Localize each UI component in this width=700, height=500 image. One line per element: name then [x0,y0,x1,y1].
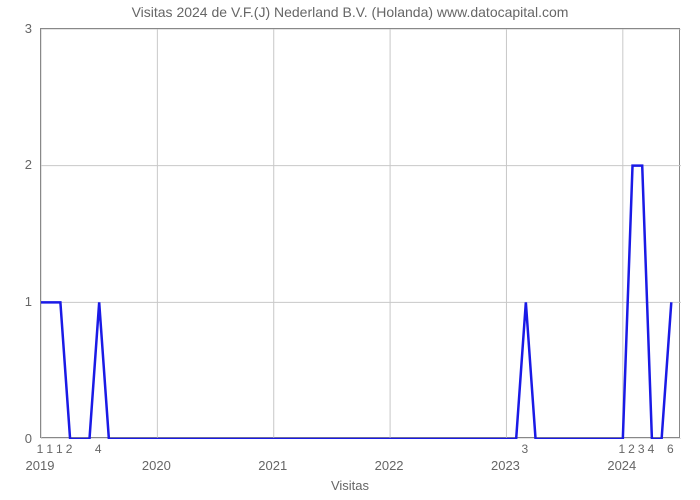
x-tick-label: 2021 [258,458,287,473]
x-tick-label: 2019 [26,458,55,473]
x-tick-label: 2024 [607,458,636,473]
x-value-label: 1 [37,442,44,456]
line-series [41,29,681,439]
chart-title: Visitas 2024 de V.F.(J) Nederland B.V. (… [0,4,700,20]
x-value-label: 4 [648,442,655,456]
x-value-label: 1 [56,442,63,456]
x-value-label: 3 [522,442,529,456]
x-value-label: 3 [638,442,645,456]
y-tick-label: 3 [25,21,32,36]
x-tick-label: 2023 [491,458,520,473]
x-value-label: 2 [66,442,73,456]
y-tick-label: 2 [25,157,32,172]
x-value-label: 1 [46,442,53,456]
x-tick-label: 2022 [375,458,404,473]
y-tick-label: 0 [25,431,32,446]
chart-container: Visitas 2024 de V.F.(J) Nederland B.V. (… [0,0,700,500]
x-value-label: 6 [667,442,674,456]
x-value-label: 1 [618,442,625,456]
y-tick-label: 1 [25,294,32,309]
x-value-label: 2 [628,442,635,456]
x-tick-label: 2020 [142,458,171,473]
x-value-label: 4 [95,442,102,456]
x-axis-title: Visitas [0,478,700,493]
plot-area [40,28,680,438]
